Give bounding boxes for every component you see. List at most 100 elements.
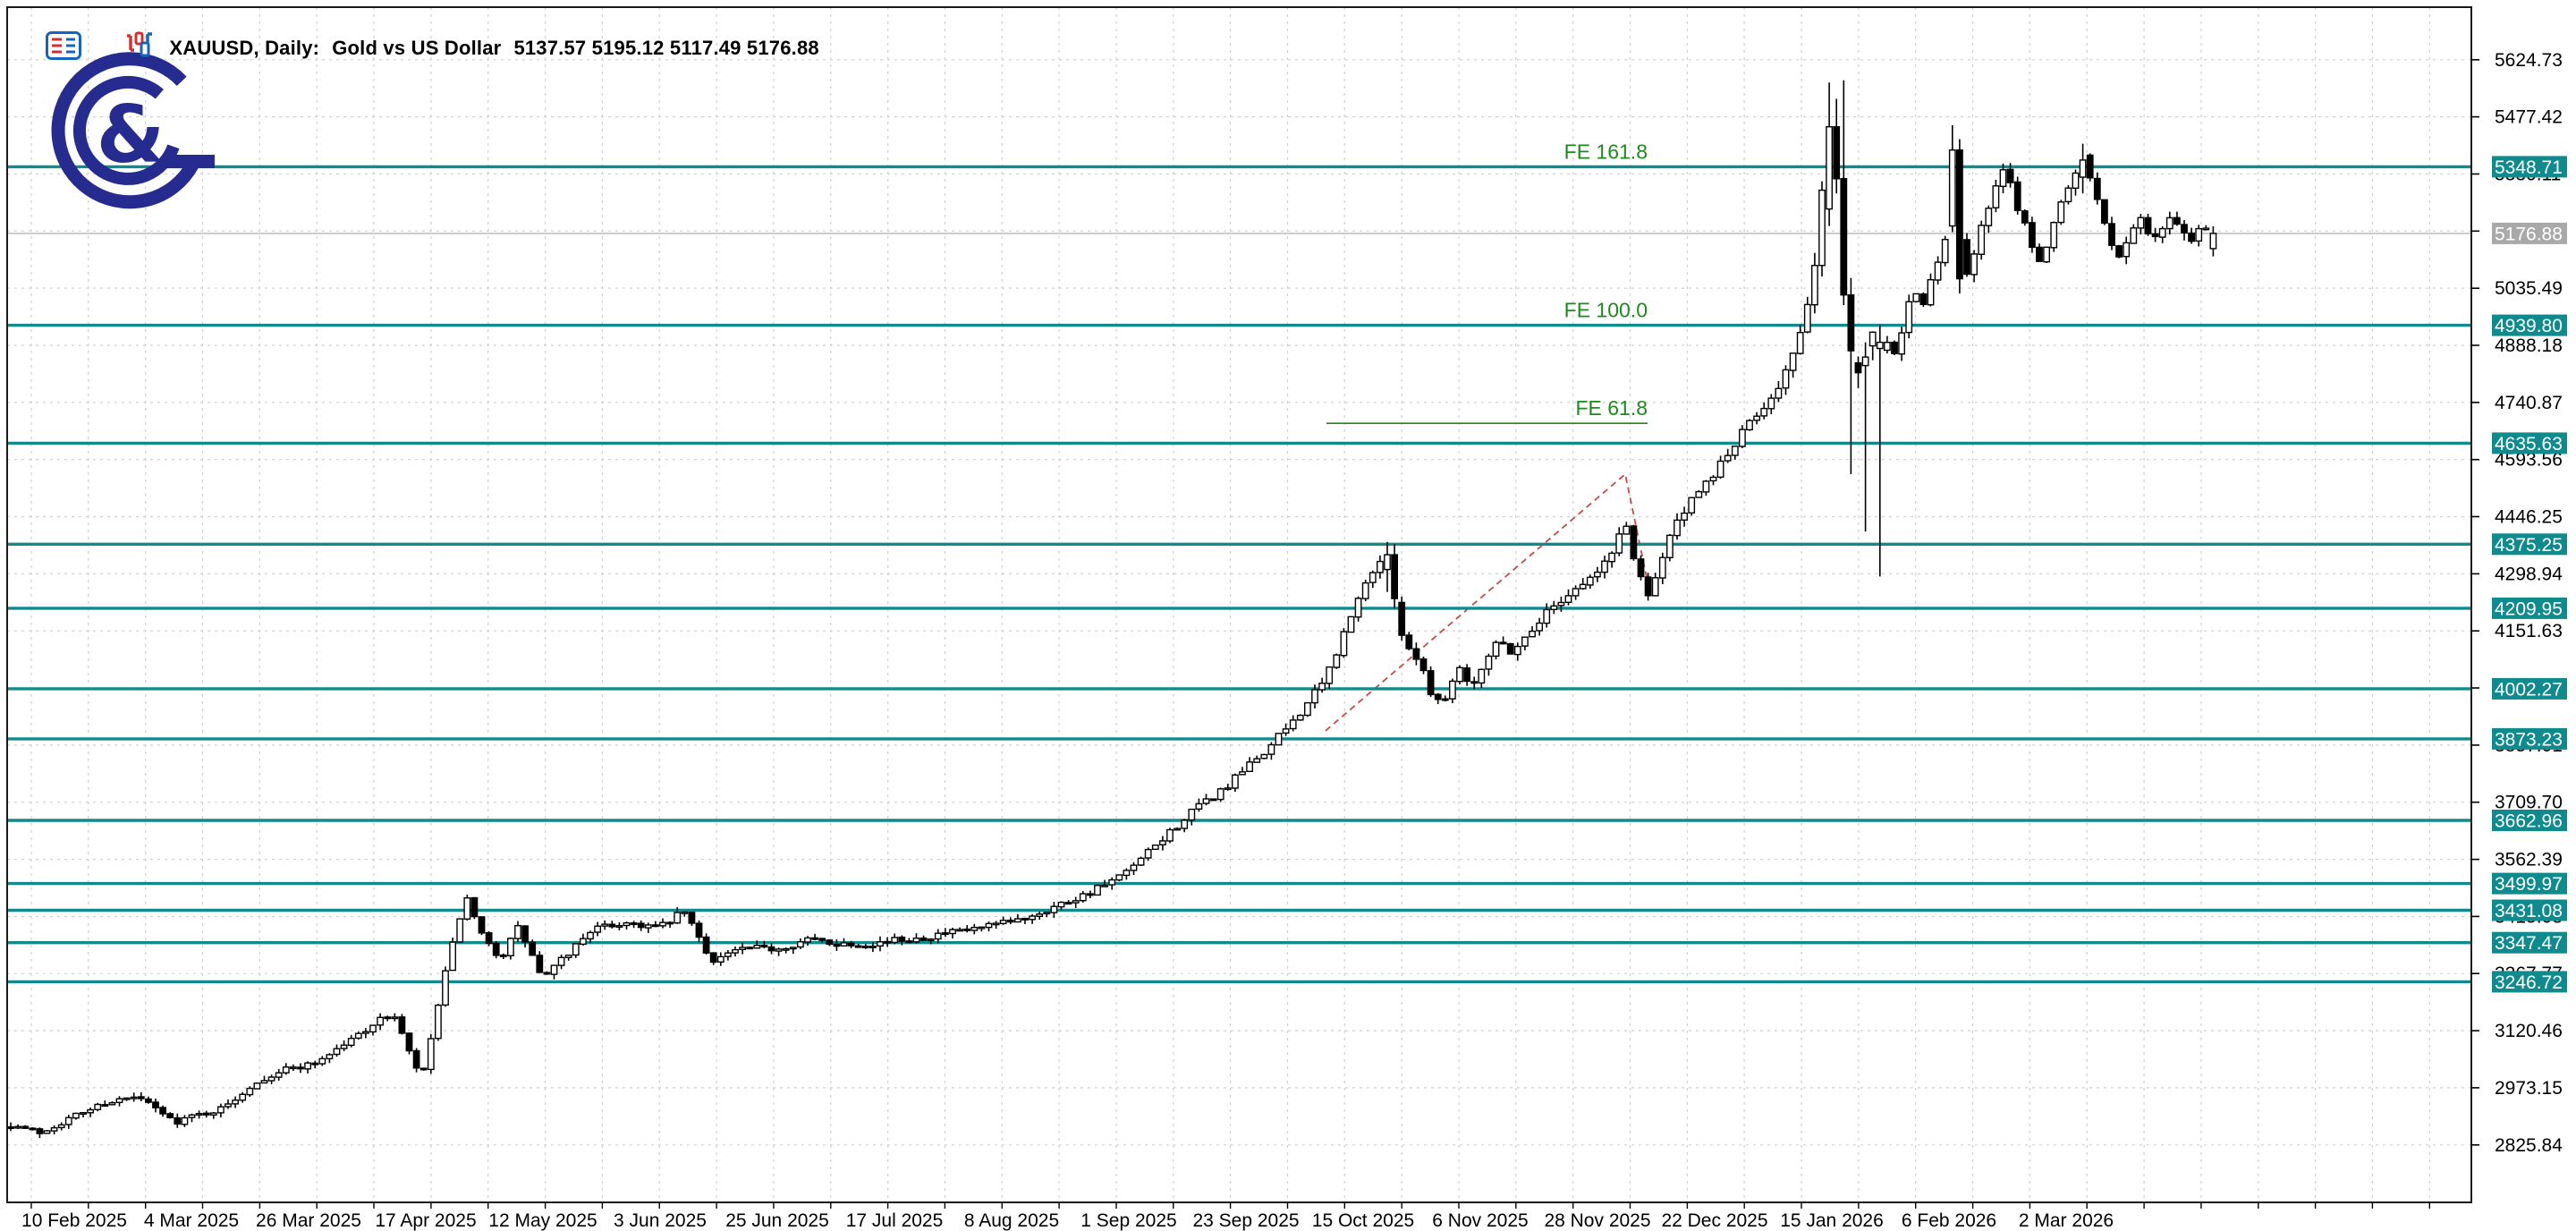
candle: [2195, 227, 2203, 242]
candle: [1709, 476, 1717, 482]
svg-text:5348.71: 5348.71: [2495, 157, 2563, 178]
candle: [1441, 698, 1449, 701]
candle: [1934, 261, 1942, 281]
level-badge: 4939.80: [2492, 314, 2567, 336]
level-badge: 3246.72: [2492, 971, 2567, 993]
candle: [123, 1097, 131, 1100]
candle: [1674, 519, 1681, 537]
candle: [1434, 693, 1442, 700]
candle: [2130, 227, 2138, 244]
symbol-description: Gold vs US Dollar: [332, 37, 502, 59]
candle: [1876, 341, 1884, 350]
candle: [275, 1072, 283, 1078]
candle: [354, 1032, 362, 1040]
candle: [2188, 232, 2195, 242]
candle: [1658, 556, 1666, 579]
fib-expansion[interactable]: FE 161.8 FE 100.0 FE 61.8: [1325, 140, 1648, 732]
candle: [137, 1096, 145, 1099]
svg-text:3347.47: 3347.47: [2495, 933, 2563, 954]
time-label: 6 Nov 2025: [1432, 1210, 1528, 1231]
candle: [1738, 429, 1746, 447]
candle: [1840, 177, 1848, 296]
candle: [2057, 201, 2065, 224]
candle: [94, 1103, 102, 1111]
candle: [1513, 645, 1521, 656]
candle: [652, 924, 659, 928]
symbol-header: XAUUSD, Daily: Gold vs US Dollar 5137.57…: [13, 7, 819, 89]
candle: [789, 947, 797, 950]
candle: [1753, 415, 1761, 421]
candle: [108, 1101, 116, 1106]
candle: [282, 1065, 290, 1074]
candle: [861, 945, 869, 948]
candle: [724, 952, 732, 957]
candle: [2028, 222, 2036, 249]
candle: [1724, 454, 1732, 462]
level-badge: 4209.95: [2492, 597, 2567, 619]
symbol-period-label: XAUUSD, Daily:: [169, 37, 320, 59]
current-price-badge: 5176.88: [2492, 222, 2567, 244]
candle: [442, 970, 449, 1006]
time-label: 15 Jan 2026: [1780, 1210, 1884, 1231]
candle: [1919, 293, 1928, 306]
candle: [1036, 913, 1044, 917]
candle: [1948, 149, 1956, 227]
candle: [688, 912, 696, 924]
candle: [1716, 460, 1724, 478]
candle: [1086, 893, 1094, 896]
candle: [72, 1112, 80, 1119]
candle: [246, 1087, 254, 1096]
level-badge: 4635.63: [2492, 432, 2567, 454]
candle: [1810, 265, 1818, 306]
candle: [681, 911, 689, 914]
candle: [1137, 857, 1145, 866]
candle: [1448, 680, 1456, 700]
level-badge: 3662.96: [2492, 810, 2567, 832]
bar-chart-icon[interactable]: [94, 7, 157, 89]
candle: [311, 1062, 319, 1065]
candle: [1579, 583, 1587, 590]
quotes-window-icon[interactable]: [13, 8, 81, 89]
price-tick-label: 4446.25: [2495, 507, 2563, 528]
candle: [253, 1082, 261, 1090]
candle: [1615, 533, 1623, 554]
candle: [36, 1128, 44, 1134]
support-resistance-lines[interactable]: [7, 165, 2471, 984]
time-label: 6 Feb 2026: [1902, 1210, 1996, 1231]
svg-text:4635.63: 4635.63: [2495, 434, 2563, 454]
candle: [152, 1101, 159, 1108]
candle: [1623, 525, 1631, 535]
candle: [1681, 512, 1689, 521]
candle: [963, 928, 971, 931]
candle: [905, 940, 913, 944]
candle: [956, 929, 964, 932]
level-badge: 3499.97: [2492, 872, 2567, 895]
level-badge: 3873.23: [2492, 727, 2567, 750]
candle: [1731, 446, 1739, 456]
candle: [1289, 719, 1297, 730]
price-axis[interactable]: 5624.735477.425330.115182.805035.494888.…: [2471, 50, 2567, 1156]
candle: [1564, 595, 1572, 604]
candle: [695, 922, 703, 938]
candle: [1108, 879, 1116, 886]
candle: [202, 1112, 210, 1116]
candle: [470, 896, 479, 918]
candle: [978, 926, 986, 930]
candle: [1826, 125, 1834, 210]
candle: [492, 942, 500, 956]
candle: [499, 954, 507, 957]
candle: [1470, 681, 1479, 684]
candle: [1665, 534, 1674, 559]
candle: [304, 1062, 311, 1070]
candle: [1586, 576, 1594, 586]
candle: [463, 897, 471, 921]
candle: [1376, 560, 1384, 573]
candle: [557, 956, 565, 966]
candle: [854, 945, 862, 948]
candle: [101, 1104, 109, 1108]
candle: [1868, 331, 1877, 347]
candle: [1296, 714, 1304, 721]
candle: [1123, 870, 1131, 877]
time-axis[interactable]: 10 Feb 2025 4 Mar 2025 26 Mar 2025 17 Apr 2…: [21, 1202, 2431, 1231]
